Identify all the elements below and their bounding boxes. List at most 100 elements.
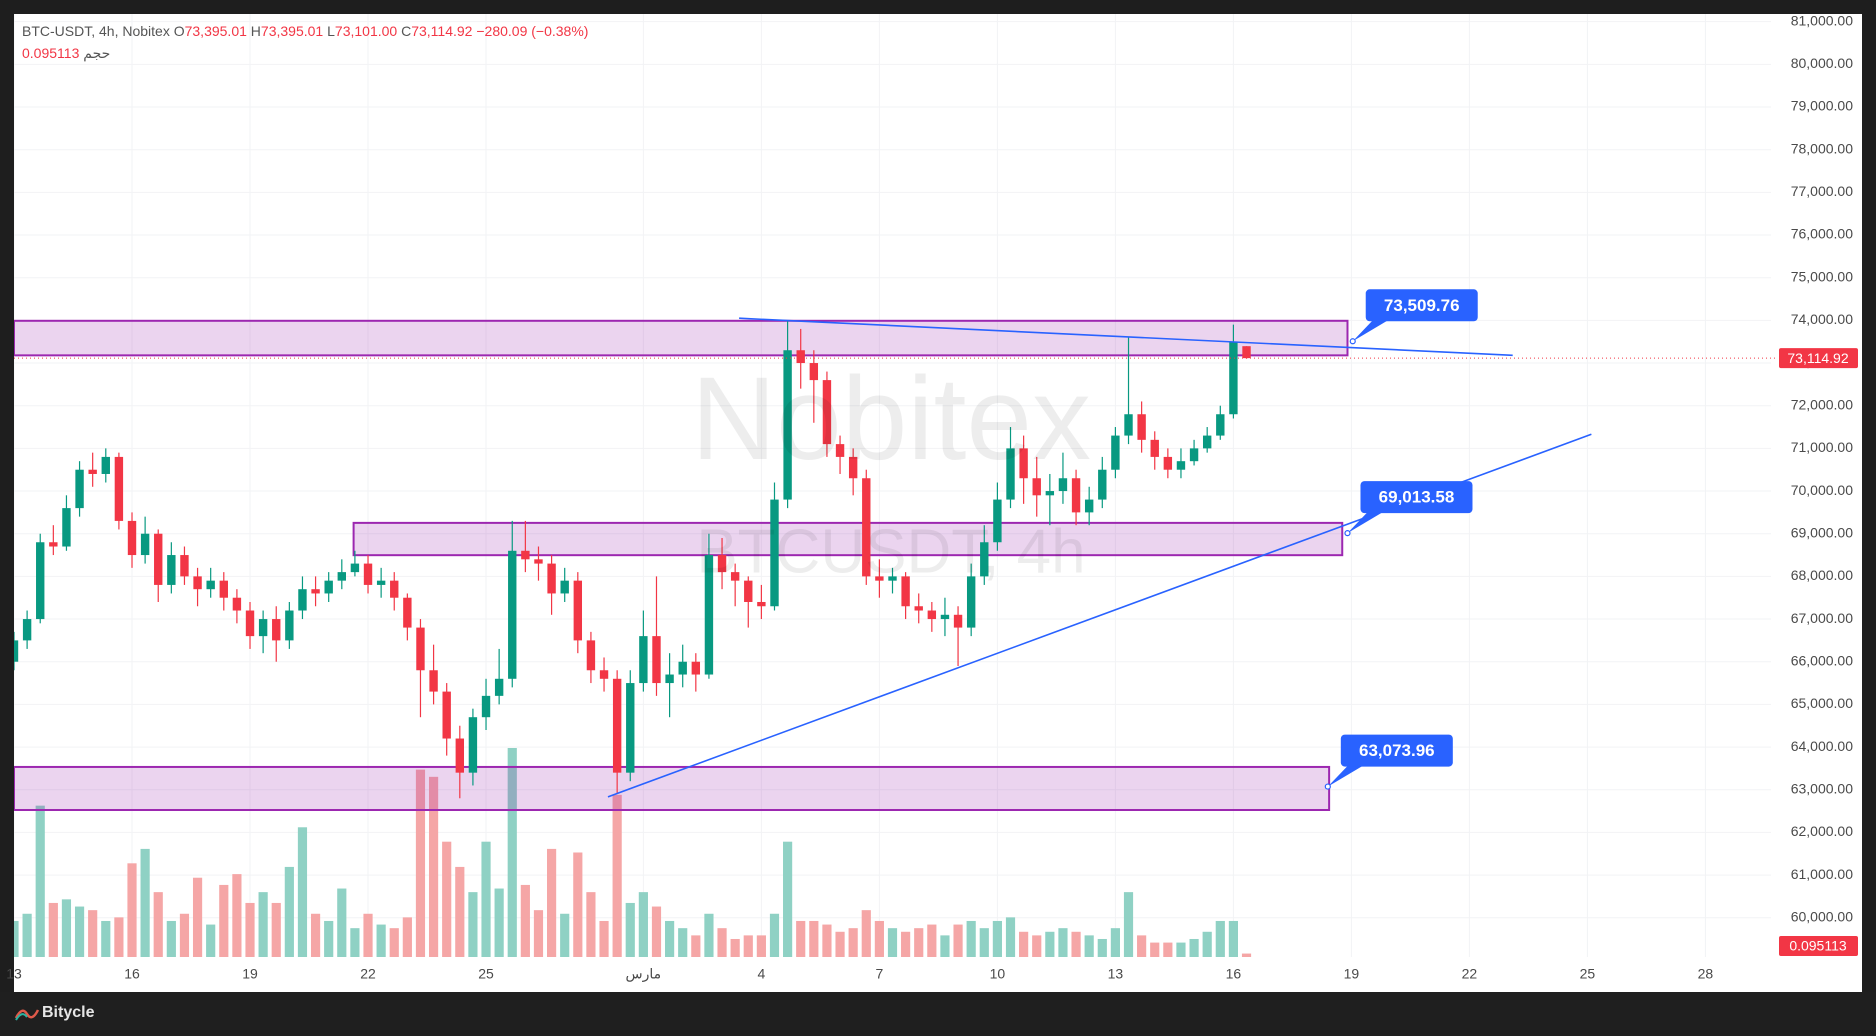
candle-body [573,580,583,641]
candle-body [245,610,255,637]
candle-body [796,350,805,364]
volume-bar [1228,920,1238,957]
header-line-2: حجم 0.095113 [22,45,110,62]
y-tick-label: 77,000.00 [1791,183,1853,199]
candle-body [481,695,491,718]
x-tick-label: 13 [1108,966,1124,982]
volume-tag-label: 0.095113 [1789,938,1847,954]
candle-body [363,563,373,585]
candle-body [730,572,740,581]
candle-body [612,678,622,773]
volume-bar [953,924,963,957]
volume-bar [861,910,871,957]
volume-bar [835,931,845,957]
plot-background [14,14,1862,992]
candle-body [626,683,635,773]
y-tick-label: 63,000.00 [1791,780,1853,796]
callout-tail [1347,511,1385,534]
x-tick-label: 28 [1698,966,1714,982]
volume-bar [179,913,190,957]
volume-bar [74,906,85,957]
volume-bar [874,920,884,957]
volume-bar [219,884,229,957]
volume-bar [494,888,504,957]
volume-bar [809,920,819,957]
candle-body [429,670,438,692]
change: −280.09 (−0.38%) [476,23,589,39]
candle-body [337,572,346,581]
volume-bar [376,924,386,957]
y-tick-label: 81,000.00 [1791,12,1853,28]
candle-body [75,469,84,509]
trendline [739,317,1513,357]
volume-bar [678,928,688,957]
volume-bar [756,935,766,957]
candle-body [1137,414,1146,440]
candle-body [1202,435,1212,449]
volume-bar [415,769,426,957]
volume-bar [206,924,216,957]
callout-box [1360,481,1473,514]
zone [14,319,1349,357]
candle-body [940,614,950,620]
ohlc-key: H [250,23,261,39]
candle-body [822,380,832,445]
volume-bar [1202,931,1212,957]
volume-label: حجم [83,45,111,61]
volume-bar [1215,920,1225,957]
volume-bar [363,913,373,957]
volume-bar [481,841,491,957]
candle-body [966,576,976,628]
candle-body [1084,499,1094,513]
candle-body [1006,448,1015,500]
candle-body [757,601,766,607]
candle-body [521,550,530,560]
last-price-label: 73,114.92 [1787,350,1848,366]
candle-body [1032,478,1041,496]
x-tick-label: 25 [478,966,494,982]
volume-bar [1005,917,1016,957]
x-tick-label: 22 [1462,966,1478,982]
volume-bar [127,863,137,957]
candle-body [783,350,792,500]
candle-body [298,589,307,611]
candle-body [678,661,687,675]
candle-body [390,580,399,598]
volume-bar [887,928,898,957]
candle-body [744,580,753,602]
candle-body [258,619,268,637]
candle-body [324,580,333,594]
candle-body [285,610,294,641]
y-tick-label: 76,000.00 [1791,226,1853,242]
volume-bar [310,913,321,957]
candle-body [62,508,71,547]
x-tick-label: 25 [1580,966,1596,982]
volume-bar [665,920,675,957]
volume-bar [1084,935,1094,957]
candle-body [639,636,648,684]
volume-bar [914,928,924,957]
volume-bar [402,917,412,957]
callout-label: 63,073.96 [1359,741,1435,760]
brand[interactable]: Bitycle [42,1004,95,1021]
last-price-tag [1779,348,1858,369]
volume-bar [284,866,294,957]
volume-bar [966,920,976,957]
volume-bar [704,913,714,957]
watermark: Nobitex [691,353,1091,485]
volume-bar [61,899,72,957]
ohlc-value: 73,395.01 [184,23,247,39]
volume-bar [769,913,780,957]
callout-tail [1327,764,1365,787]
candle-body [980,542,989,577]
volume-bar [625,902,635,957]
candle-body [219,580,228,598]
volume-bar [114,917,124,957]
volume-bar [428,776,439,957]
candle-body [691,661,701,675]
ohlc-key: O [173,23,185,39]
volume-bar [1071,931,1081,957]
candle-body [350,563,360,573]
brand-logo [14,1009,40,1021]
candle-body [652,636,661,684]
